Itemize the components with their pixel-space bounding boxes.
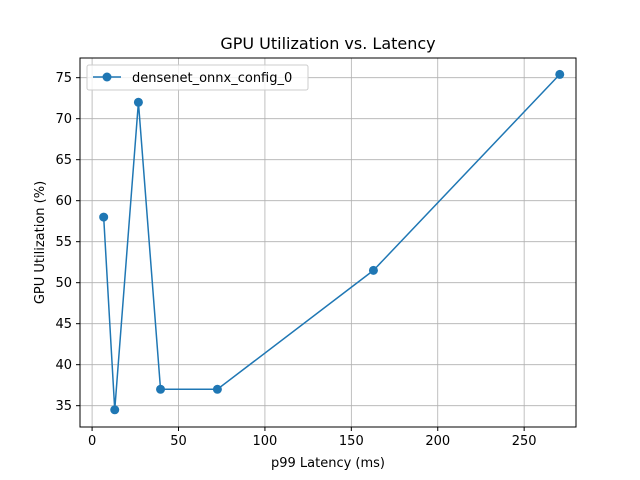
x-tick-label: 100 bbox=[253, 434, 278, 449]
y-tick-label: 50 bbox=[55, 276, 72, 291]
y-tick-label: 75 bbox=[55, 71, 72, 86]
y-tick-label: 65 bbox=[55, 153, 72, 168]
data-point bbox=[368, 265, 378, 275]
legend: densenet_onnx_config_0 bbox=[86, 64, 309, 91]
x-tick-label: 50 bbox=[170, 434, 187, 449]
chart-title: GPU Utilization vs. Latency bbox=[220, 34, 435, 53]
legend-label: densenet_onnx_config_0 bbox=[132, 71, 292, 86]
data-point bbox=[555, 69, 565, 79]
data-point bbox=[110, 405, 120, 415]
series-line bbox=[102, 73, 561, 411]
x-tick-label: 150 bbox=[339, 434, 364, 449]
y-axis-label: GPU Utilization (%) bbox=[33, 181, 48, 304]
y-tick-label: 70 bbox=[55, 112, 72, 127]
data-point bbox=[133, 97, 143, 107]
grid bbox=[80, 58, 576, 427]
y-tick-label: 35 bbox=[55, 399, 72, 414]
data-point bbox=[212, 384, 222, 394]
data-point bbox=[99, 212, 109, 222]
y-tick-label: 40 bbox=[55, 358, 72, 373]
x-tick-label: 250 bbox=[512, 434, 537, 449]
x-axis-label: p99 Latency (ms) bbox=[271, 456, 385, 471]
data-point bbox=[156, 384, 166, 394]
x-tick-label: 0 bbox=[88, 434, 96, 449]
legend-box bbox=[86, 64, 309, 91]
legend-marker-swatch bbox=[102, 72, 112, 82]
y-tick-label: 45 bbox=[55, 317, 72, 332]
y-tick-label: 60 bbox=[55, 194, 72, 209]
plot-series bbox=[99, 69, 565, 415]
plot-frame bbox=[79, 57, 577, 428]
y-tick-label: 55 bbox=[55, 235, 72, 250]
axis-ticks: 0 50 100 150 200 250 35 40 45 50 55 60 65 70 75 bbox=[55, 71, 536, 449]
x-tick-label: 200 bbox=[425, 434, 450, 449]
